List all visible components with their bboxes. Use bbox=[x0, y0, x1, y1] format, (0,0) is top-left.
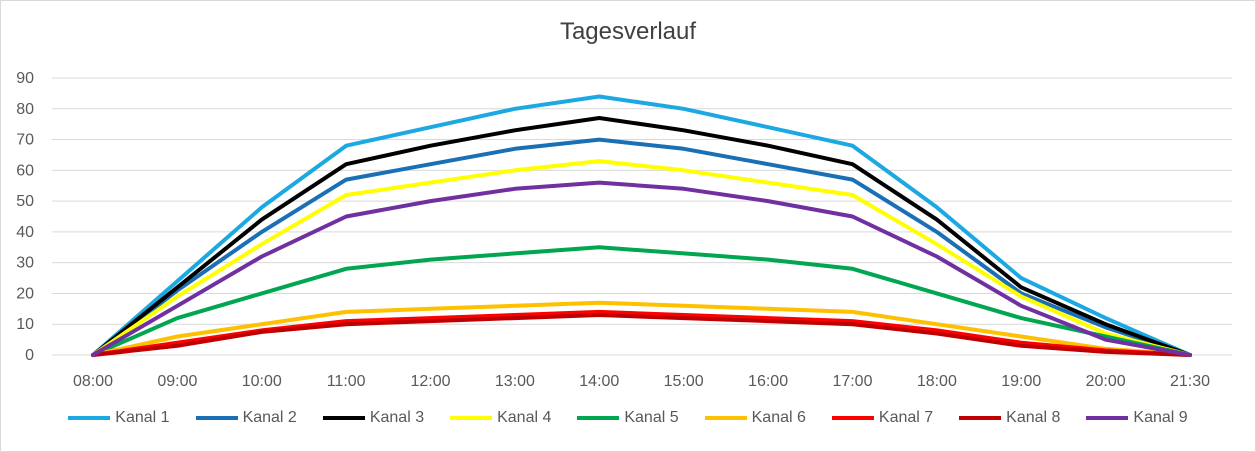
legend-swatch bbox=[959, 416, 1002, 420]
legend: Kanal 1 Kanal 2 Kanal 3 Kanal 4 Kanal 5 Kanal… bbox=[0, 409, 1256, 427]
x-tick-label: 12:00 bbox=[411, 373, 451, 390]
legend-swatch bbox=[322, 416, 365, 420]
legend-swatch bbox=[450, 416, 493, 420]
series-line-kanal-4 bbox=[91, 159, 1192, 357]
x-tick-label: 11:00 bbox=[327, 373, 366, 390]
legend-label: Kanal 7 bbox=[878, 409, 934, 426]
x-tick-label: 17:00 bbox=[832, 373, 872, 390]
legend-item-kanal-3: Kanal 3 bbox=[322, 409, 425, 427]
legend-label: Kanal 1 bbox=[115, 409, 170, 426]
y-tick-label: 40 bbox=[16, 224, 34, 241]
x-tick-label: 15:00 bbox=[664, 373, 704, 390]
x-tick-label: 18:00 bbox=[917, 373, 957, 390]
legend-item-kanal-1: Kanal 1 bbox=[68, 409, 170, 427]
x-tick-label: 14:00 bbox=[579, 373, 619, 390]
legend-swatch bbox=[577, 416, 620, 420]
legend-swatch bbox=[68, 416, 111, 420]
legend-swatch bbox=[704, 416, 747, 420]
series-line-kanal-6 bbox=[91, 300, 1192, 357]
legend-item-kanal-8: Kanal 8 bbox=[959, 409, 1060, 427]
y-tick-label: 10 bbox=[16, 316, 34, 333]
legend-label: Kanal 2 bbox=[242, 409, 297, 426]
y-tick-label: 0 bbox=[25, 347, 34, 364]
legend-label: Kanal 8 bbox=[1006, 409, 1061, 426]
x-tick-label: 20:00 bbox=[1086, 373, 1126, 390]
series-line-kanal-5 bbox=[91, 245, 1192, 357]
legend-label: Kanal 5 bbox=[624, 409, 679, 426]
legend-item-kanal-5: Kanal 5 bbox=[577, 409, 679, 427]
legend-swatch bbox=[831, 416, 874, 420]
legend-item-kanal-2: Kanal 2 bbox=[195, 409, 297, 427]
series-line-kanal-2 bbox=[91, 137, 1192, 357]
y-tick-label: 60 bbox=[16, 162, 34, 179]
legend-item-kanal-6: Kanal 6 bbox=[704, 409, 806, 427]
series-line-kanal-1 bbox=[91, 94, 1192, 357]
series-line-kanal-9 bbox=[91, 180, 1192, 357]
legend-item-kanal-7: Kanal 7 bbox=[831, 409, 934, 427]
legend-item-kanal-9: Kanal 9 bbox=[1086, 409, 1188, 427]
legend-item-kanal-4: Kanal 4 bbox=[450, 409, 551, 427]
x-tick-label: 10:00 bbox=[242, 373, 282, 390]
chart-title: Tagesverlauf bbox=[559, 18, 697, 45]
legend-label: Kanal 3 bbox=[369, 409, 425, 426]
series-line-kanal-8 bbox=[91, 313, 1192, 357]
x-tick-label: 09:00 bbox=[157, 373, 197, 390]
x-tick-label: 08:00 bbox=[73, 373, 113, 390]
y-tick-label: 30 bbox=[16, 255, 34, 272]
y-tick-label: 90 bbox=[16, 70, 34, 87]
y-tick-label: 80 bbox=[16, 101, 34, 118]
x-tick-label: 21:30 bbox=[1170, 373, 1210, 390]
y-tick-label: 50 bbox=[16, 193, 34, 210]
legend-swatch bbox=[1086, 416, 1129, 420]
legend-label: Kanal 4 bbox=[497, 409, 552, 426]
series-line-kanal-3 bbox=[91, 116, 1192, 357]
y-tick-label: 70 bbox=[16, 132, 34, 149]
x-tick-label: 19:00 bbox=[1001, 373, 1041, 390]
legend-label: Kanal 9 bbox=[1133, 409, 1188, 426]
x-tick-label: 13:00 bbox=[495, 373, 535, 390]
y-tick-label: 20 bbox=[16, 285, 34, 302]
legend-swatch bbox=[195, 416, 238, 420]
legend-label: Kanal 6 bbox=[751, 409, 806, 426]
x-tick-label: 16:00 bbox=[748, 373, 788, 390]
